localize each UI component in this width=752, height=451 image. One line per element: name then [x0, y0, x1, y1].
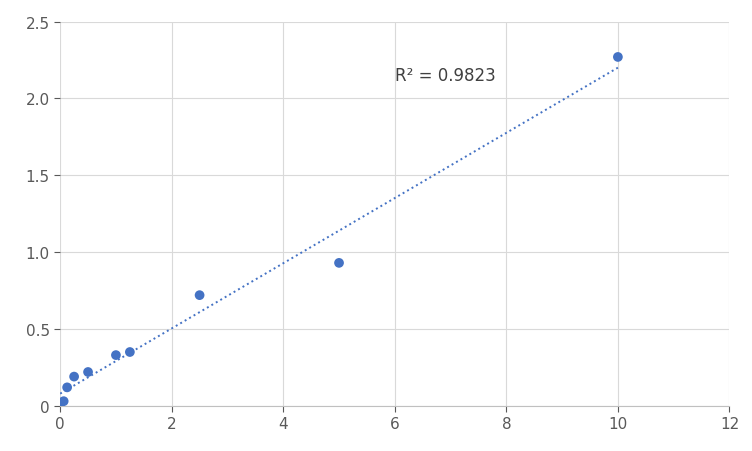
- Point: [193, 292, 205, 299]
- Point: [612, 54, 624, 61]
- Point: [82, 368, 94, 376]
- Text: R² = 0.9823: R² = 0.9823: [395, 67, 496, 85]
- Point: [110, 352, 122, 359]
- Point: [61, 384, 73, 391]
- Point: [58, 398, 70, 405]
- Point: [333, 260, 345, 267]
- Point: [124, 349, 136, 356]
- Point: [54, 399, 66, 406]
- Point: [68, 373, 80, 380]
